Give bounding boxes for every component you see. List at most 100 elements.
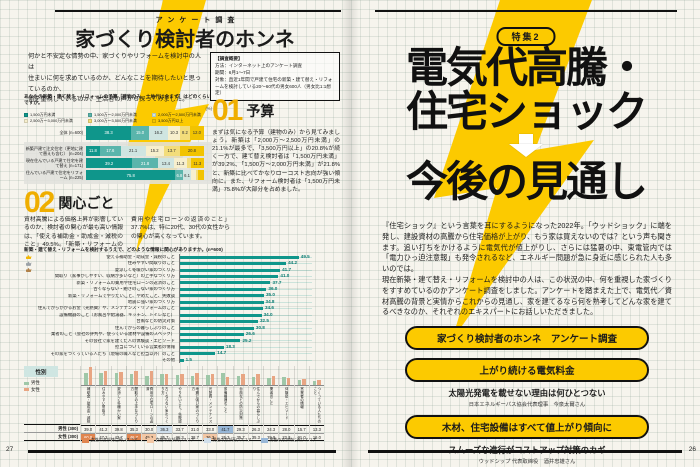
bar-value: 30.8 xyxy=(255,324,265,330)
bar-segment xyxy=(198,170,204,181)
interest-row: 地震に強い家のつくり方 34.8 xyxy=(24,299,312,306)
gender-column: 業者のこと 24.3 29.0 xyxy=(263,366,279,441)
interest-bar-area: 49.5 xyxy=(179,254,312,261)
bar-segment: 13.4 xyxy=(157,158,174,169)
crown-cell xyxy=(24,254,33,260)
female-value-cell: 36.3 xyxy=(172,433,187,441)
gender-bar-pair xyxy=(126,366,141,386)
legend-label: 女性の方が特に高いスコア xyxy=(91,437,138,442)
gender-column-label: 地震に強い家のつくり方 xyxy=(191,387,199,423)
female-value-cell: 21.0 xyxy=(294,433,309,441)
gender-bar-pair xyxy=(264,366,279,386)
interest-row: 新築・リフォームでやりたいこと、やめたこと、失敗談 35.0 xyxy=(24,292,312,300)
bar-value: 1.5 xyxy=(185,356,192,362)
body-paragraph: 現在新築・建て替え・リフォームを検討中の人は、この状況の中、何を重視した家づくり… xyxy=(382,274,672,317)
bar xyxy=(180,332,244,336)
gender-bar-pair xyxy=(309,366,324,386)
gender-bar-pair xyxy=(187,366,202,386)
gender-column: 夏涼しく冬暖かい家 39.8 43.7 xyxy=(110,366,126,441)
male-value-cell: 13.3 xyxy=(309,425,324,433)
budget-row: 現在住んでいる戸建て住宅を建て替え (n=171) 39.2 21.8 13.4 11.… xyxy=(24,158,212,169)
interest-bar-area: 34.6 xyxy=(179,305,312,312)
male-bar xyxy=(297,380,302,385)
intro-line: 何を重視しているのか、生活者の声から探ってみました。 xyxy=(28,96,189,104)
interest-label: 業者のこと（会社の評判や、使っている建材や設備のスペック） xyxy=(51,332,175,337)
gender-bar-pair xyxy=(172,366,187,386)
male-value-cell: 39.0 xyxy=(81,425,96,433)
interest-bar-area: 18.3 xyxy=(179,343,312,351)
male-value-cell: 39.8 xyxy=(111,425,126,433)
top-rule-right xyxy=(375,10,677,12)
bar-segment: 10.3 xyxy=(167,125,181,140)
crown-cell xyxy=(24,267,33,273)
legend-label: 2,000万～2,500万円未満 xyxy=(158,112,201,117)
feature-badge: 特集2 xyxy=(496,27,556,46)
gender-bar-pair xyxy=(279,366,294,386)
gender-column-label: 補助金・助成金・減税 xyxy=(87,387,91,423)
male-bar xyxy=(84,373,88,385)
interest-bar-area: 35.0 xyxy=(179,292,312,300)
bar-segment: 38.3 xyxy=(86,125,132,140)
male-value-cell: 35.3 xyxy=(126,425,141,433)
gender-bar-pair xyxy=(203,366,218,386)
female-value-cell: 47.2 xyxy=(96,433,111,441)
male-row-label: 男性 (300) xyxy=(24,424,80,432)
interest-bar-area: 37.7 xyxy=(179,280,312,287)
bar-value: 32.5 xyxy=(260,318,269,324)
section-number: 01 xyxy=(212,94,243,127)
male-bar xyxy=(282,376,286,385)
bar-value: 25.2 xyxy=(242,337,252,343)
female-value-cell: 35.3 xyxy=(248,433,263,441)
section-title: 予算 xyxy=(246,103,275,119)
budget-row: 全体 (n=600) 38.3 15.0 16.2 10.3 8.2 12.0 xyxy=(24,125,212,140)
gender-bar-pair xyxy=(111,366,126,386)
bar xyxy=(180,345,224,349)
bar-segment: 16.2 xyxy=(148,125,168,140)
bar-value: 34.0 xyxy=(263,311,273,317)
legend-item: 3,500万円以上 xyxy=(152,118,212,124)
interest-label: その会社で家を建てた人の体験談・エピソード xyxy=(84,338,175,343)
legend-label: 3,000万～3,500万円未満 xyxy=(94,117,137,123)
gender-column: 設備機器のこと 41.7 26.3 xyxy=(217,366,233,441)
legend-swatch xyxy=(24,112,28,117)
bar-value: 18.3 xyxy=(225,343,235,349)
female-bar xyxy=(88,367,93,385)
bar xyxy=(180,307,264,311)
bar-value: 26.6 xyxy=(245,331,255,337)
gender-column: 地震に強い家のつくり方 31.0 38.7 xyxy=(186,366,202,441)
bar xyxy=(180,294,264,298)
legend-swatch xyxy=(88,118,92,123)
male-bar xyxy=(236,376,241,385)
interest-label: 間取り（家事がしやすい、収納が多いなど）の上手なつくり方 xyxy=(54,274,175,279)
bar-track xyxy=(180,353,312,355)
left-page-title: 家づくり検討者のホンネ xyxy=(75,29,295,51)
bar-track xyxy=(180,333,312,335)
interest-label: 古くならない・飽きのこない家のつくり方 xyxy=(93,287,175,292)
interest-chart-rows: 使える補助金・助成金・減税のこと 49.5 住みやすい間取りのこと 44.2 夏涼しく冬… xyxy=(24,254,312,364)
bar-value: 35.0 xyxy=(266,292,275,298)
female-value-cell: 43.7 xyxy=(111,433,126,441)
bar-value: 34.6 xyxy=(265,305,274,311)
bar xyxy=(180,275,279,278)
interest-row: 間取り（家事がしやすい、収納が多いなど）の上手なつくり方 41.0 xyxy=(24,273,312,280)
interest-label: その家をつくっている人たち（現場の職人など担当以外）のこと xyxy=(50,351,175,356)
female-value-cell: 22.3 xyxy=(279,433,294,441)
female-bar xyxy=(317,380,321,385)
gender-column-label: やりたいこと、失敗談 xyxy=(178,387,182,423)
lead-body-text: 『住宅ショック』という言葉を耳にするようになった2022年。「ウッドショック」に… xyxy=(382,221,672,318)
interest-bar-area: 30.8 xyxy=(179,324,312,332)
gender-section-chip: 性別 xyxy=(24,366,58,377)
crown-rank-2-icon xyxy=(25,261,32,266)
crown-cell xyxy=(24,261,33,266)
agenda-pill: 木材、住宅設備はすべて値上がり傾向に xyxy=(405,415,649,439)
kicker-label: アンケート調査 xyxy=(155,17,240,24)
gender-column-label: 費用や住宅ローンの返済 xyxy=(146,387,154,423)
legend-label: 男性の方が高いスコア xyxy=(212,437,252,442)
female-value-cell: 35.7 xyxy=(157,433,172,441)
legend-item: 3,000万～3,500万円未満 xyxy=(88,118,148,124)
budget-subrow-band: 新築戸建て注文住宅（更地に建て替えも含む） (n=204) 11.8 17.6 21.… xyxy=(24,141,212,185)
bar-segment xyxy=(190,170,196,181)
female-bar xyxy=(271,376,276,385)
agenda-pill: 家づくり検討者のホンネ アンケート調査 xyxy=(405,326,649,350)
